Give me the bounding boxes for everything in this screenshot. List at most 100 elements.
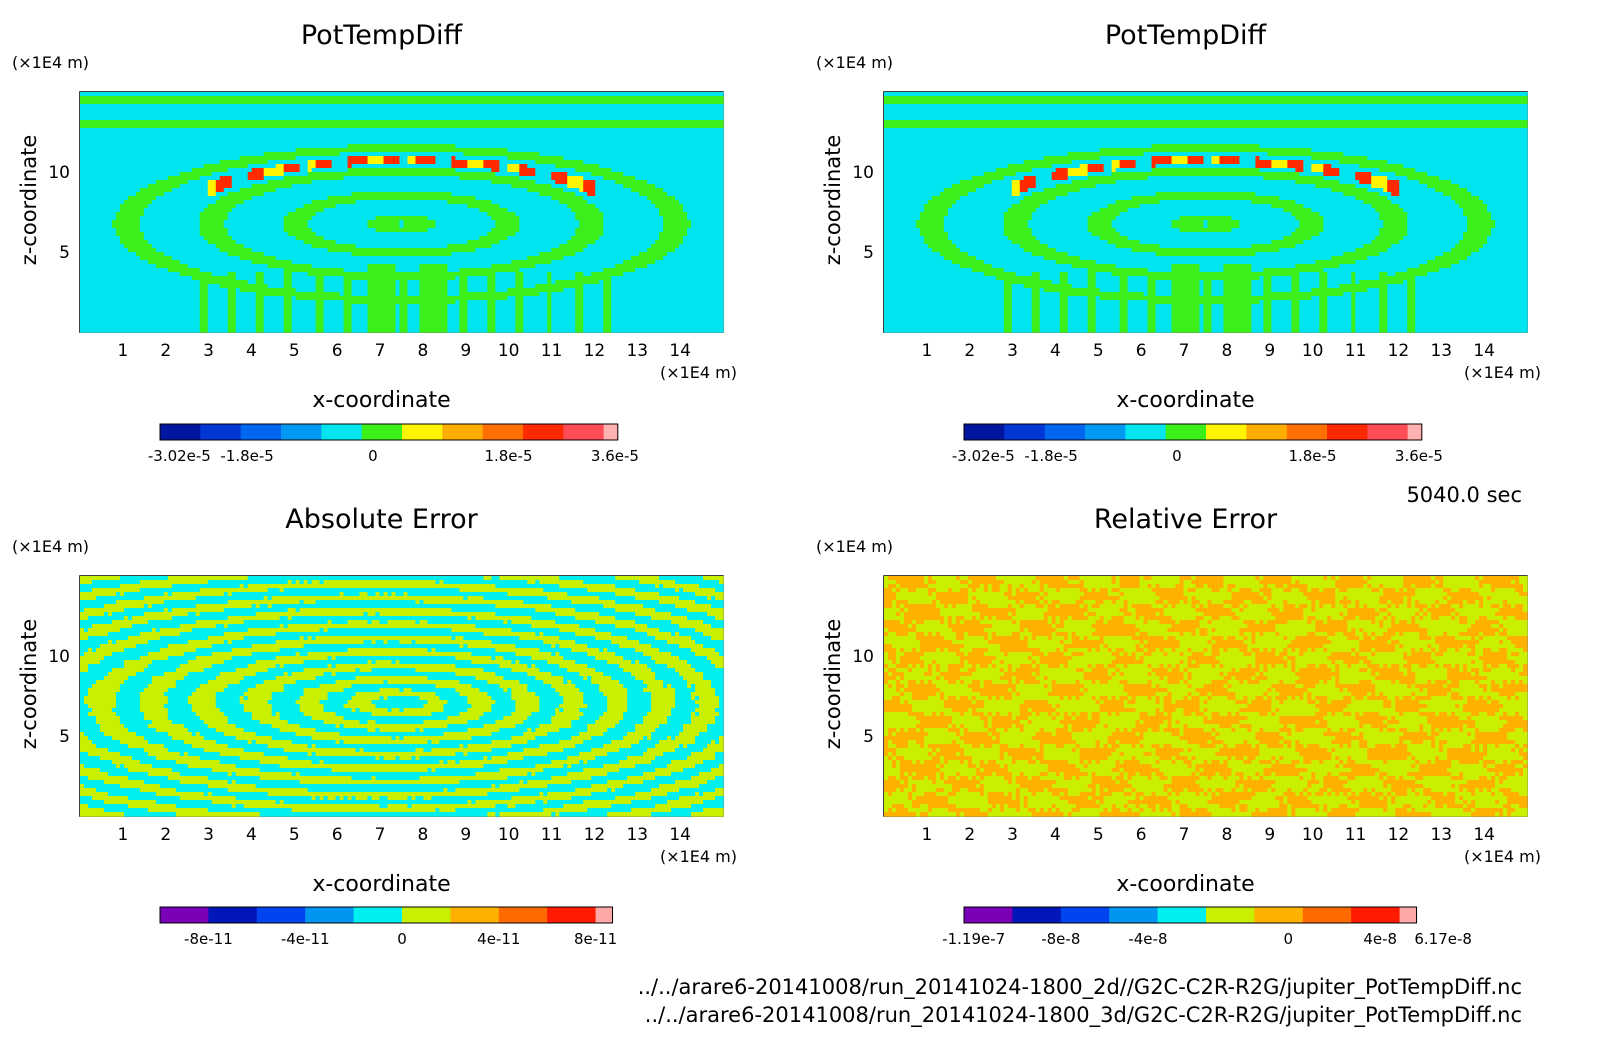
y-tick-label: 5 — [863, 727, 874, 747]
colorbar-swatch — [305, 907, 355, 923]
x-tick-label: 2 — [964, 825, 975, 845]
x-tick-label: 13 — [626, 341, 648, 361]
colorbar-tick-label: -8e-8 — [1041, 930, 1080, 948]
colorbar-swatch — [964, 907, 1013, 923]
y-tick-label: 5 — [59, 243, 70, 263]
colorbar-swatch — [1109, 907, 1159, 923]
colorbar-swatch — [1246, 424, 1288, 440]
colorbar-swatch — [450, 907, 500, 923]
footer-file-path-2: ../../arare6-20141008/run_20141024-1800_… — [644, 1003, 1522, 1027]
y-tick-label: 10 — [852, 647, 874, 667]
colorbar-swatch — [1286, 424, 1328, 440]
colorbar-tick-label: 1.8e-5 — [484, 447, 532, 465]
colorbar-swatch — [160, 907, 209, 923]
colorbar-swatch — [402, 907, 451, 923]
y-axis-label: z-coordinate — [17, 135, 41, 266]
colorbar-swatch — [200, 424, 242, 440]
colorbar-swatch — [1254, 907, 1304, 923]
plot-area-field-1 — [80, 92, 724, 333]
colorbar-swatch — [1351, 907, 1401, 923]
colorbar-tick-label: -1.8e-5 — [220, 447, 273, 465]
x-tick-label: 6 — [1136, 825, 1147, 845]
y-tick-label: 5 — [59, 727, 70, 747]
x-tick-label: 6 — [1136, 341, 1147, 361]
x-tick-label: 2 — [160, 825, 171, 845]
x-tick-label: 13 — [1430, 825, 1452, 845]
x-tick-label: 4 — [246, 825, 257, 845]
colorbar-tick-label: 0 — [397, 930, 407, 948]
x-tick-label: 9 — [460, 825, 471, 845]
x-tick-label: 8 — [1222, 825, 1233, 845]
colorbar: -1.19e-7 -8e-8 -4e-8 0 4e-8 6.17e-8 — [942, 906, 1472, 948]
x-tick-label: 11 — [541, 341, 563, 361]
colorbar-swatch — [1327, 424, 1368, 440]
colorbar-swatch — [547, 907, 597, 923]
x-tick-label: 12 — [584, 341, 606, 361]
colorbar-swatch — [964, 424, 1005, 440]
colorbar-frame — [963, 906, 1418, 924]
colorbar-frame — [159, 423, 619, 441]
x-unit-label: (×1E4 m) — [660, 363, 737, 382]
colorbar-swatch — [1399, 907, 1418, 923]
colorbar-tick-label: -3.02e-5 — [148, 447, 211, 465]
colorbar-swatch — [1165, 424, 1207, 440]
y-unit-label: (×1E4 m) — [12, 537, 89, 556]
x-tick-label: 5 — [289, 341, 300, 361]
x-tick-label: 7 — [1179, 341, 1190, 361]
x-axis-label: x-coordinate — [1116, 872, 1254, 897]
y-unit-label: (×1E4 m) — [816, 53, 893, 72]
colorbar-tick-label: 4e-11 — [477, 930, 520, 948]
plot-area-field-3 — [80, 576, 724, 817]
colorbar: -8e-11 -4e-11 0 4e-11 8e-11 — [159, 906, 617, 948]
colorbar-tick-label: 0 — [1284, 930, 1294, 948]
colorbar-swatch — [1085, 424, 1126, 440]
y-axis-label: z-coordinate — [821, 619, 845, 750]
colorbar-tick-label: -1.19e-7 — [942, 930, 1005, 948]
x-tick-label: 8 — [418, 341, 429, 361]
colorbar-swatch — [281, 424, 322, 440]
colorbar-swatch — [482, 424, 524, 440]
x-tick-label: 10 — [498, 825, 520, 845]
x-tick-label: 13 — [1430, 341, 1452, 361]
colorbar-swatch — [208, 907, 258, 923]
colorbar-swatch — [160, 424, 201, 440]
x-tick-label: 3 — [203, 341, 214, 361]
plot-area-field-2 — [884, 92, 1528, 333]
x-tick-label: 6 — [332, 825, 343, 845]
colorbar-swatch — [1367, 424, 1409, 440]
colorbar-swatch — [1044, 424, 1086, 440]
x-tick-label: 14 — [669, 825, 691, 845]
x-tick-label: 7 — [375, 341, 386, 361]
x-tick-label: 1 — [117, 341, 128, 361]
colorbar-tick-label: -4e-8 — [1128, 930, 1167, 948]
x-tick-label: 10 — [1302, 341, 1324, 361]
x-tick-label: 14 — [1473, 825, 1495, 845]
colorbar-frame — [963, 423, 1423, 441]
x-tick-label: 4 — [246, 341, 257, 361]
colorbar-swatch — [1012, 907, 1062, 923]
x-tick-label: 1 — [921, 341, 932, 361]
colorbar-swatch — [240, 424, 282, 440]
colorbar-tick-label: 0 — [1172, 447, 1182, 465]
x-tick-label: 11 — [541, 825, 563, 845]
x-tick-label: 11 — [1345, 341, 1367, 361]
x-tick-label: 7 — [375, 825, 386, 845]
colorbar-swatch — [256, 907, 306, 923]
chart-title: Absolute Error — [285, 504, 478, 535]
x-tick-label: 8 — [418, 825, 429, 845]
x-tick-label: 5 — [1093, 825, 1104, 845]
colorbar-tick-label: 3.6e-5 — [1395, 447, 1443, 465]
x-tick-label: 5 — [1093, 341, 1104, 361]
chart-title: Relative Error — [1094, 504, 1278, 535]
x-tick-label: 12 — [1388, 825, 1410, 845]
y-tick-label: 5 — [863, 243, 874, 263]
x-tick-label: 3 — [203, 825, 214, 845]
x-tick-label: 12 — [1388, 341, 1410, 361]
x-tick-label: 3 — [1007, 341, 1018, 361]
colorbar-tick-label: 3.6e-5 — [591, 447, 639, 465]
x-tick-label: 8 — [1222, 341, 1233, 361]
colorbar-tick-label: -8e-11 — [184, 930, 233, 948]
x-tick-label: 5 — [289, 825, 300, 845]
footer-file-path-1: ../../arare6-20141008/run_20141024-1800_… — [637, 975, 1522, 999]
